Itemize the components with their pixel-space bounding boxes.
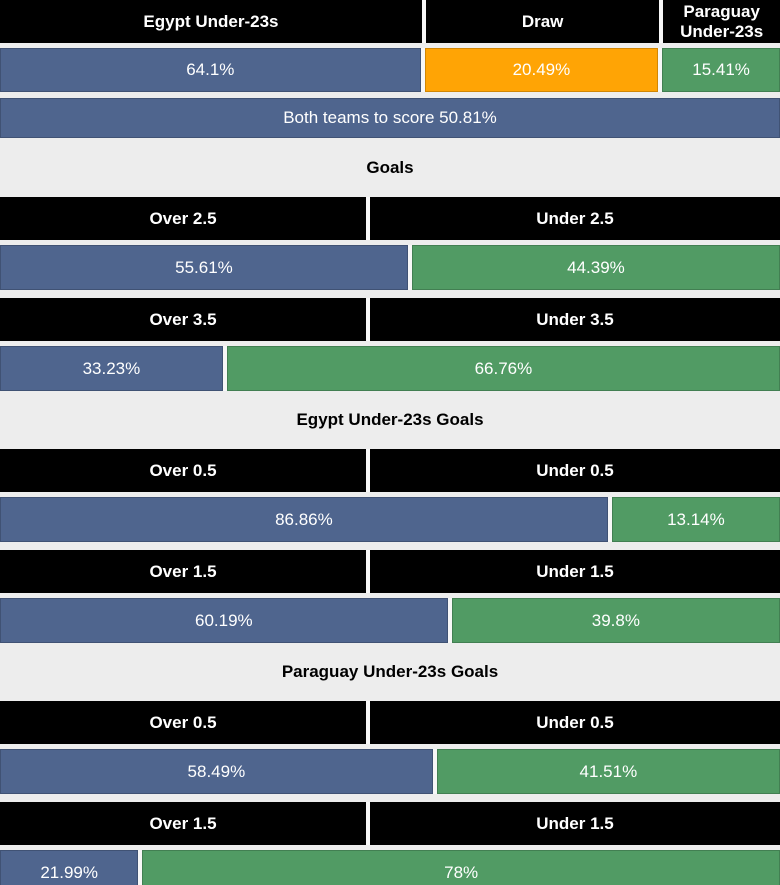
section-title-goals: Goals [0,138,780,197]
home-win-probability-segment: 64.1% [0,48,421,92]
paraguay-goals-1-5-header-row: Over 1.5 Under 1.5 [0,802,780,845]
section-title-egypt-goals: Egypt Under-23s Goals [0,391,780,449]
away-win-probability-segment: 15.41% [662,48,780,92]
paraguay-over-0-5-probability-segment: 58.49% [0,749,433,794]
paraguay-goals-0-5-probability-bar: 58.49% 41.51% [0,749,780,794]
paraguay-over-1-5-header: Over 1.5 [0,802,366,845]
egypt-goals-0-5-header-row: Over 0.5 Under 0.5 [0,449,780,492]
under-2-5-header: Under 2.5 [370,197,780,240]
away-team-header: Paraguay Under-23s [663,0,780,43]
paraguay-under-1-5-header: Under 1.5 [370,802,780,845]
egypt-under-1-5-header: Under 1.5 [370,550,780,593]
goals-2-5-header-row: Over 2.5 Under 2.5 [0,197,780,240]
goals-3-5-probability-bar: 33.23% 66.76% [0,346,780,391]
match-result-header-row: Egypt Under-23s Draw Paraguay Under-23s [0,0,780,43]
egypt-under-0-5-header: Under 0.5 [370,449,780,492]
paraguay-over-0-5-header: Over 0.5 [0,701,366,744]
egypt-over-1-5-probability-segment: 60.19% [0,598,448,643]
section-title-paraguay-goals: Paraguay Under-23s Goals [0,643,780,701]
paraguay-goals-1-5-probability-bar: 21.99% 78% [0,850,780,885]
draw-header: Draw [425,0,660,43]
match-result-probability-bar: 64.1% 20.49% 15.41% [0,48,780,92]
under-3-5-probability-segment: 66.76% [226,346,780,391]
paraguay-under-0-5-header: Under 0.5 [370,701,780,744]
paraguay-over-1-5-probability-segment: 21.99% [0,850,139,885]
over-2-5-probability-segment: 55.61% [0,245,408,290]
over-3-5-probability-segment: 33.23% [0,346,223,391]
egypt-under-0-5-probability-segment: 13.14% [611,497,780,542]
both-teams-to-score-bar: Both teams to score 50.81% [0,98,780,138]
goals-2-5-probability-bar: 55.61% 44.39% [0,245,780,290]
egypt-over-1-5-header: Over 1.5 [0,550,366,593]
egypt-goals-0-5-probability-bar: 86.86% 13.14% [0,497,780,542]
paraguay-goals-0-5-header-row: Over 0.5 Under 0.5 [0,701,780,744]
over-2-5-header: Over 2.5 [0,197,366,240]
egypt-over-0-5-probability-segment: 86.86% [0,497,608,542]
egypt-goals-1-5-header-row: Over 1.5 Under 1.5 [0,550,780,593]
home-team-header: Egypt Under-23s [0,0,422,43]
goals-3-5-header-row: Over 3.5 Under 3.5 [0,298,780,341]
under-3-5-header: Under 3.5 [370,298,780,341]
over-3-5-header: Over 3.5 [0,298,366,341]
under-2-5-probability-segment: 44.39% [411,245,780,290]
paraguay-under-1-5-probability-segment: 78% [142,850,780,885]
paraguay-under-0-5-probability-segment: 41.51% [436,749,780,794]
draw-probability-segment: 20.49% [424,48,659,92]
egypt-over-0-5-header: Over 0.5 [0,449,366,492]
egypt-goals-1-5-probability-bar: 60.19% 39.8% [0,598,780,643]
egypt-under-1-5-probability-segment: 39.8% [451,598,780,643]
